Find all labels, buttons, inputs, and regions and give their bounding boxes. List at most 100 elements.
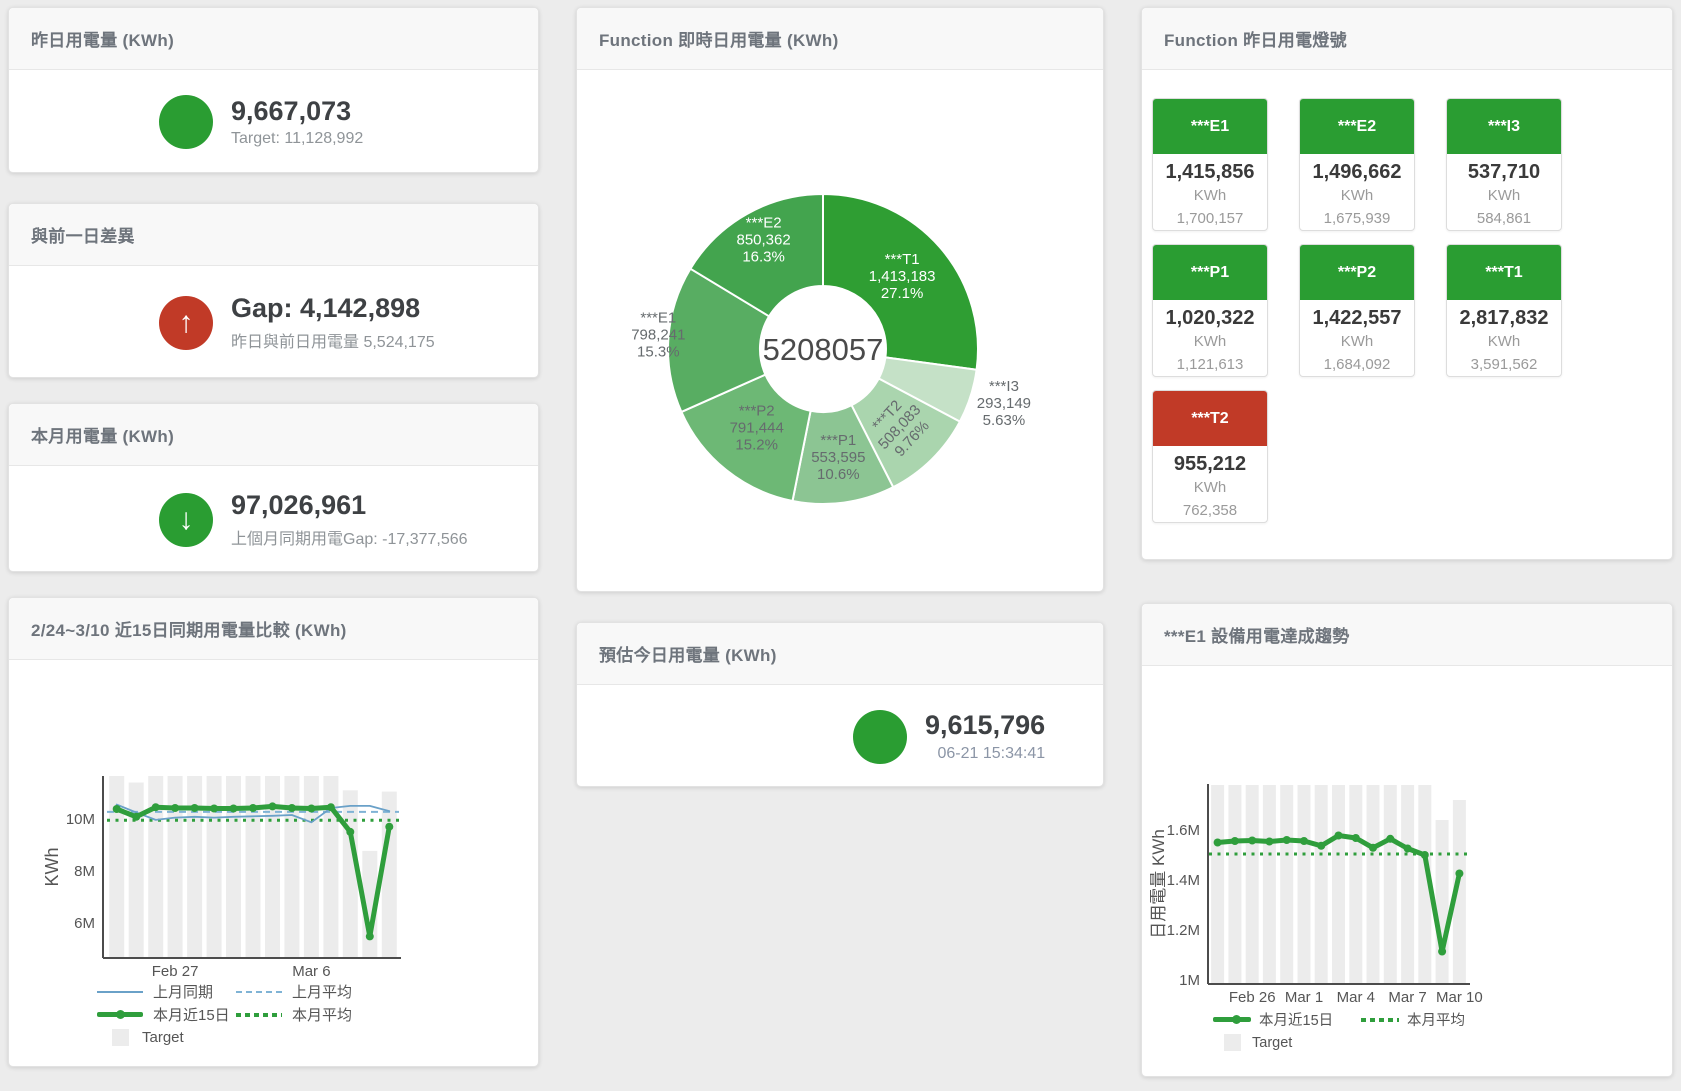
- light-tile-i3[interactable]: ***I3 537,710 KWh 584,861: [1446, 98, 1562, 231]
- day-gap-value: Gap: 4,142,898: [231, 293, 421, 324]
- tile-unit: KWh: [1193, 333, 1227, 350]
- data-point[interactable]: [1334, 831, 1343, 840]
- card-15day-compare-chart: 2/24~3/10 近15日同期用電量比較 (KWh) 6M 8M 10M Feb 2…: [8, 597, 539, 1067]
- data-point[interactable]: [132, 812, 141, 821]
- data-point[interactable]: [1369, 843, 1377, 852]
- legend-item-last-month[interactable]: 上月同期: [97, 981, 236, 1002]
- data-point[interactable]: [346, 827, 355, 836]
- legend-item-target[interactable]: Target: [112, 1029, 184, 1046]
- data-point[interactable]: [1300, 837, 1308, 845]
- data-point[interactable]: [1265, 837, 1274, 846]
- data-point[interactable]: [1317, 841, 1326, 850]
- data-point[interactable]: [112, 805, 121, 813]
- data-point[interactable]: [1282, 836, 1291, 844]
- donut-segment-e2[interactable]: [689, 193, 824, 318]
- data-point[interactable]: [385, 822, 394, 831]
- status-circle-icon: [853, 709, 907, 764]
- target-bar: [1262, 785, 1276, 984]
- up-arrow-icon: ↑: [159, 295, 213, 350]
- x-tick-label: Mar 4: [1337, 989, 1375, 1006]
- light-tile-e2[interactable]: ***E2 1,496,662 KWh 1,675,939: [1299, 98, 1415, 231]
- kpi-row: ↑ Gap: 4,142,898 昨日與前日用電量 5,524,175: [9, 266, 538, 379]
- tile-value: 1,422,557: [1312, 307, 1402, 329]
- y-tick-label: 1.6M: [1167, 822, 1200, 839]
- green-line-swatch-icon: [1213, 1015, 1251, 1024]
- data-point[interactable]: [171, 804, 180, 812]
- legend-row: 本月近15日 本月平均: [1213, 1008, 1465, 1031]
- legend-item-last-month-avg[interactable]: 上月平均: [236, 981, 352, 1002]
- legend-row: Target: [97, 1026, 352, 1049]
- card-title: Function 即時日用電量 (KWh): [599, 31, 839, 50]
- data-point[interactable]: [268, 802, 277, 811]
- legend-item-this-month-avg[interactable]: 本月平均: [236, 1004, 352, 1025]
- data-point[interactable]: [249, 804, 257, 812]
- light-tile-t1[interactable]: ***T1 2,817,832 KWh 3,591,562: [1446, 244, 1562, 377]
- data-point[interactable]: [151, 803, 160, 812]
- card-e1-trend-chart: ***E1 設備用電達成趨勢 1M 1.2M 1.4M 1.6M Feb 26 Mar 1…: [1141, 603, 1673, 1077]
- legend-item-target[interactable]: Target: [1224, 1034, 1292, 1051]
- data-point[interactable]: [190, 804, 199, 812]
- y-tick-label: 6M: [74, 915, 95, 932]
- card-header: ***E1 設備用電達成趨勢: [1142, 604, 1672, 666]
- data-point[interactable]: [1438, 947, 1447, 956]
- legend-item-this-month[interactable]: 本月近15日: [1213, 1009, 1361, 1030]
- legend-item-this-month-avg[interactable]: 本月平均: [1361, 1009, 1465, 1030]
- month-usage-gap: 上個月同期用電Gap: -17,377,566: [231, 530, 468, 548]
- data-point[interactable]: [326, 803, 335, 812]
- data-point[interactable]: [1213, 838, 1222, 847]
- donut-segment-label: ***I3 293,149 5.63%: [977, 378, 1031, 429]
- data-point[interactable]: [1455, 869, 1464, 878]
- target-bar: [362, 850, 378, 958]
- green-dotted-swatch-icon: [1361, 1017, 1399, 1022]
- data-point[interactable]: [287, 804, 296, 812]
- realtime-usage-donut-chart: ***T1 1,413,183 27.1%***I3 293,149 5.63%***T…: [631, 193, 1031, 506]
- light-tile-e1[interactable]: ***E1 1,415,856 KWh 1,700,157: [1152, 98, 1268, 231]
- data-point[interactable]: [1351, 834, 1360, 842]
- green-line-swatch-icon: [97, 1010, 143, 1019]
- tile-value: 537,710: [1467, 161, 1541, 183]
- target-bar: [187, 776, 203, 958]
- donut-segment-e1[interactable]: [667, 267, 771, 413]
- target-bar: [109, 776, 125, 958]
- kpi-text: 9,615,796 06-21 15:34:41: [925, 710, 1045, 762]
- tile-name: ***T1: [1485, 263, 1523, 281]
- target-bar: [1366, 785, 1380, 984]
- target-bar: [1297, 785, 1311, 984]
- donut-segment-p2[interactable]: [680, 373, 812, 502]
- data-point[interactable]: [210, 804, 219, 813]
- y-tick-label: 1.4M: [1167, 872, 1200, 889]
- data-point[interactable]: [307, 804, 316, 813]
- data-point[interactable]: [1403, 844, 1412, 853]
- data-point[interactable]: [365, 932, 374, 941]
- data-point[interactable]: [1248, 836, 1257, 845]
- data-point[interactable]: [1230, 837, 1239, 845]
- card-header: 本月用電量 (KWh): [9, 404, 538, 466]
- tile-status-header: ***T2: [1153, 391, 1267, 446]
- estimate-timestamp: 06-21 15:34:41: [937, 744, 1046, 762]
- data-point[interactable]: [1420, 851, 1429, 859]
- target-bar: [342, 790, 358, 958]
- gray-square-swatch-icon: [1224, 1034, 1241, 1051]
- card-realtime-donut: Function 即時日用電量 (KWh) ***T1 1,413,183 27.1…: [576, 7, 1104, 592]
- y-tick-label: 1.2M: [1167, 922, 1200, 939]
- legend-item-this-month[interactable]: 本月近15日: [97, 1004, 236, 1025]
- card-month-usage: 本月用電量 (KWh) ↓ 97,026,961 上個月同期用電Gap: -17…: [8, 403, 539, 572]
- kpi-text: Gap: 4,142,898 昨日與前日用電量 5,524,175: [231, 293, 435, 351]
- tile-unit: KWh: [1487, 333, 1521, 350]
- donut-segment-t1[interactable]: [822, 193, 979, 371]
- data-point[interactable]: [229, 804, 238, 813]
- y-axis-title: KWh: [42, 847, 62, 886]
- light-tile-p1[interactable]: ***P1 1,020,322 KWh 1,121,613: [1152, 244, 1268, 377]
- data-point[interactable]: [1386, 834, 1395, 843]
- card-yesterday-lights: Function 昨日用電燈號 ***E1 1,415,856 KWh 1,700,1…: [1141, 7, 1673, 560]
- light-tile-t2[interactable]: ***T2 955,212 KWh 762,358: [1152, 390, 1268, 523]
- tile-value: 955,212: [1173, 453, 1247, 475]
- light-tile-p2[interactable]: ***P2 1,422,557 KWh 1,684,092: [1299, 244, 1415, 377]
- tile-name: ***E2: [1337, 117, 1377, 135]
- x-tick-label: Mar 7: [1388, 989, 1426, 1006]
- target-bar: [1383, 785, 1397, 984]
